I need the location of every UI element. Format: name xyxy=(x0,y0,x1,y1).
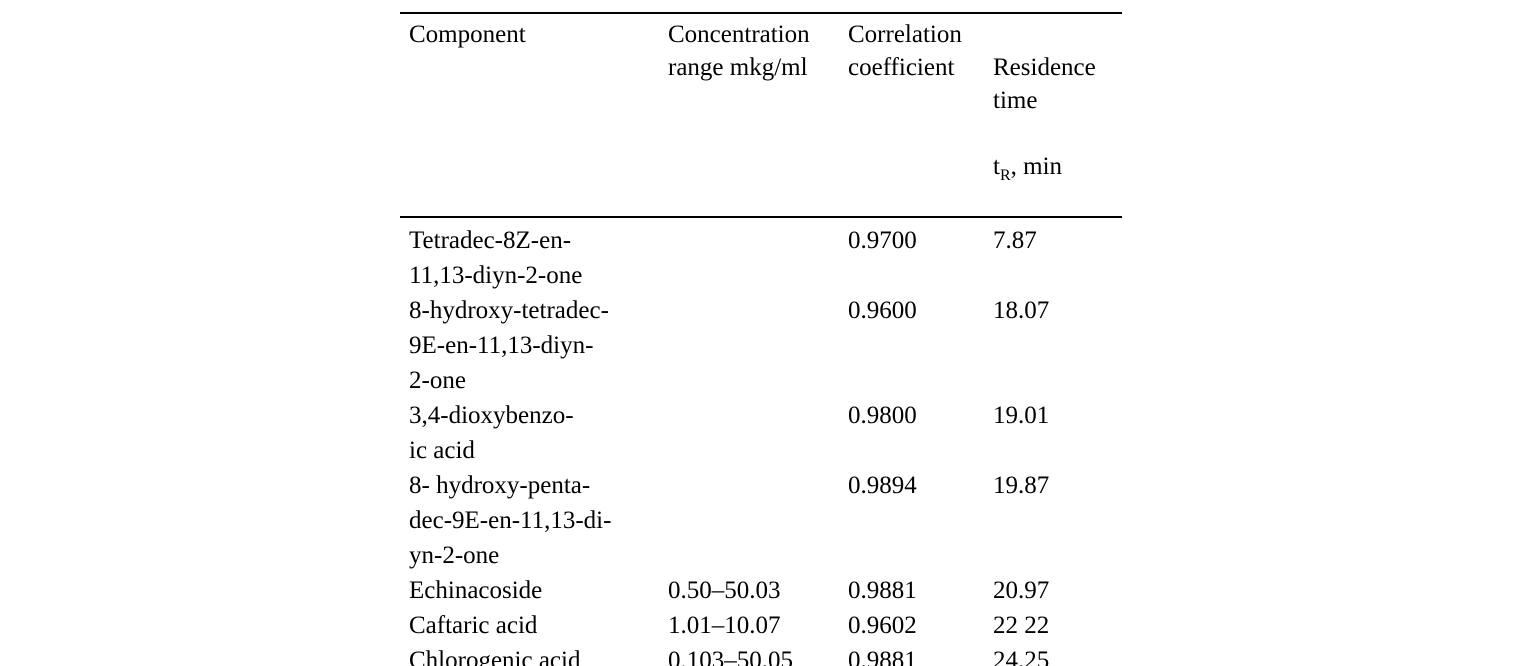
cell-component: 8- hydroxy-penta- dec-9E-en-11,13-di- yn… xyxy=(409,472,612,569)
header-residence: Residence time tR, min xyxy=(993,18,1122,216)
header-component: Component xyxy=(409,21,526,48)
cell-residence: 19.01 xyxy=(993,402,1050,429)
cell-residence: 7.87 xyxy=(993,227,1037,254)
cell-correlation: 0.9602 xyxy=(848,612,917,639)
cell-component: Chlorogenic acid xyxy=(409,647,581,666)
header-concentration: Concentration range mkg/ml xyxy=(668,21,810,81)
data-table: Component Concentration range mkg/ml Cor… xyxy=(400,12,1122,666)
cell-component: 3,4-dioxybenzo- ic acid xyxy=(409,402,574,464)
cell-concentration: 0.50–50.03 xyxy=(668,577,781,604)
tr-subscript: R xyxy=(999,167,1011,184)
table-row: Chlorogenic acid 0,103–50.05 0.9881 24.25 xyxy=(400,643,1122,666)
cell-component: Tetradec-8Z-en- 11,13-diyn-2-one xyxy=(409,227,583,289)
header-residence-lines: Residence time xyxy=(993,54,1096,114)
cell-residence: 22 22 xyxy=(993,612,1050,639)
table-row: Echinacoside 0.50–50.03 0.9881 20.97 xyxy=(400,573,1122,608)
header-correlation: Correlation coefficient xyxy=(848,21,962,81)
cell-correlation: 0.9881 xyxy=(848,647,917,666)
cell-concentration xyxy=(668,398,848,468)
cell-concentration xyxy=(668,293,848,398)
cell-component: 8-hydroxy-tetradec- 9E-en-11,13-diyn- 2-… xyxy=(409,297,609,394)
cell-component: Echinacoside xyxy=(409,577,543,604)
tr-symbol: t xyxy=(993,153,1000,180)
cell-correlation: 0.9800 xyxy=(848,402,917,429)
cell-residence: 18.07 xyxy=(993,297,1050,324)
cell-concentration xyxy=(668,468,848,573)
cell-concentration xyxy=(668,223,848,293)
cell-correlation: 0.9881 xyxy=(848,577,917,604)
table-body: Tetradec-8Z-en- 11,13-diyn-2-one 0.9700 7.… xyxy=(400,218,1122,666)
cell-concentration: 0,103–50.05 xyxy=(668,647,793,666)
header-residence-tr: tR, min xyxy=(993,150,1122,184)
cell-correlation: 0.9600 xyxy=(848,297,917,324)
table-row: 8- hydroxy-penta- dec-9E-en-11,13-di- yn… xyxy=(400,468,1122,573)
cell-concentration: 1.01–10.07 xyxy=(668,612,781,639)
table-row: 3,4-dioxybenzo- ic acid 0.9800 19.01 xyxy=(400,398,1122,468)
table-row: Tetradec-8Z-en- 11,13-diyn-2-one 0.9700 7.… xyxy=(400,223,1122,293)
table-row: 8-hydroxy-tetradec- 9E-en-11,13-diyn- 2-… xyxy=(400,293,1122,398)
cell-correlation: 0.9700 xyxy=(848,227,917,254)
table-row: Caftaric acid 1.01–10.07 0.9602 22 22 xyxy=(400,608,1122,643)
table-header-row: Component Concentration range mkg/ml Cor… xyxy=(400,14,1122,218)
cell-residence: 19.87 xyxy=(993,472,1050,499)
cell-residence: 20.97 xyxy=(993,577,1050,604)
cell-correlation: 0.9894 xyxy=(848,472,917,499)
cell-component: Caftaric acid xyxy=(409,612,538,639)
cell-residence: 24.25 xyxy=(993,647,1050,666)
tr-unit: , min xyxy=(1010,153,1063,180)
